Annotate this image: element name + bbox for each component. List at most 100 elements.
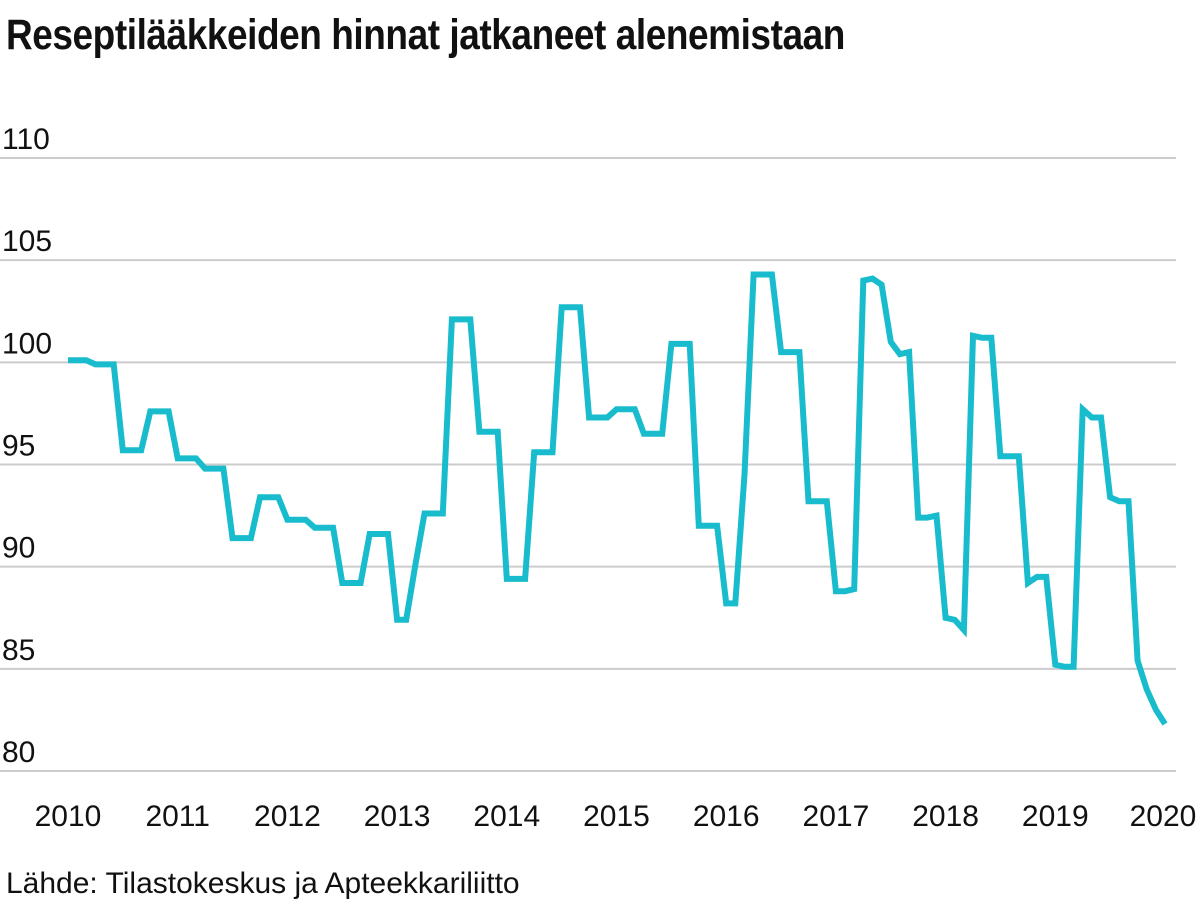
y-tick-label: 110 bbox=[2, 123, 50, 156]
data-point bbox=[220, 466, 226, 472]
series-layer bbox=[65, 271, 1168, 727]
x-tick-label: 2014 bbox=[473, 800, 540, 833]
data-point bbox=[184, 455, 190, 461]
data-point bbox=[559, 304, 565, 310]
x-axis-labels: 2010 2011 2012 2013 2014 2015 2016 2017 2018 2019… bbox=[35, 800, 1197, 833]
data-point bbox=[577, 304, 583, 310]
data-point bbox=[431, 511, 437, 517]
data-point bbox=[650, 431, 656, 437]
data-point bbox=[495, 429, 501, 435]
data-point bbox=[742, 472, 748, 478]
data-point bbox=[513, 576, 519, 582]
data-point bbox=[714, 523, 720, 529]
data-point bbox=[1089, 415, 1095, 421]
data-point bbox=[275, 494, 281, 500]
data-point bbox=[358, 580, 364, 586]
data-point bbox=[303, 517, 309, 523]
data-point bbox=[705, 523, 711, 529]
data-point bbox=[440, 511, 446, 517]
data-point bbox=[230, 535, 236, 541]
data-point bbox=[294, 517, 300, 523]
data-point bbox=[202, 466, 208, 472]
data-point bbox=[568, 304, 574, 310]
data-point bbox=[120, 447, 126, 453]
data-point bbox=[102, 361, 108, 367]
data-point bbox=[851, 586, 857, 592]
data-point bbox=[92, 361, 98, 367]
data-point bbox=[687, 341, 693, 347]
data-point bbox=[970, 333, 976, 339]
data-point bbox=[787, 349, 793, 355]
chart-title: Reseptilääkkeiden hinnat jatkaneet alene… bbox=[6, 11, 845, 59]
data-point bbox=[1043, 574, 1049, 580]
data-point bbox=[412, 562, 418, 568]
x-tick-label: 2019 bbox=[1022, 800, 1089, 833]
data-point bbox=[138, 447, 144, 453]
data-point bbox=[1144, 686, 1150, 692]
data-point bbox=[367, 531, 373, 537]
data-point bbox=[467, 316, 473, 322]
data-point bbox=[321, 525, 327, 531]
data-point bbox=[806, 498, 812, 504]
data-point bbox=[1016, 453, 1022, 459]
data-point bbox=[632, 406, 638, 412]
data-point bbox=[595, 415, 601, 421]
data-point bbox=[266, 494, 272, 500]
data-point bbox=[330, 525, 336, 531]
data-point bbox=[833, 588, 839, 594]
data-point bbox=[522, 576, 528, 582]
data-point bbox=[540, 449, 546, 455]
data-point bbox=[312, 525, 318, 531]
data-point bbox=[604, 415, 610, 421]
data-point bbox=[504, 576, 510, 582]
data-point bbox=[897, 351, 903, 357]
data-point bbox=[1025, 580, 1031, 586]
data-point bbox=[458, 316, 464, 322]
data-point bbox=[614, 406, 620, 412]
data-point bbox=[678, 341, 684, 347]
x-tick-label: 2015 bbox=[583, 800, 650, 833]
data-point bbox=[1098, 415, 1104, 421]
data-point bbox=[732, 600, 738, 606]
data-point bbox=[751, 272, 757, 278]
x-tick-label: 2018 bbox=[912, 800, 979, 833]
data-point bbox=[348, 580, 354, 586]
data-point bbox=[723, 600, 729, 606]
y-tick-label: 95 bbox=[2, 430, 35, 463]
data-point bbox=[988, 335, 994, 341]
y-tick-label: 105 bbox=[2, 225, 52, 258]
series-line-0 bbox=[68, 271, 1168, 726]
data-point bbox=[1007, 453, 1013, 459]
data-point bbox=[815, 498, 821, 504]
data-point bbox=[111, 361, 117, 367]
data-point bbox=[842, 588, 848, 594]
data-point bbox=[623, 406, 629, 412]
data-point bbox=[934, 513, 940, 519]
data-point bbox=[586, 415, 592, 421]
y-tick-label: 90 bbox=[2, 532, 35, 565]
data-point bbox=[257, 494, 263, 500]
data-point bbox=[1107, 494, 1113, 500]
data-point bbox=[284, 517, 290, 523]
data-point bbox=[997, 453, 1003, 459]
data-point bbox=[979, 335, 985, 341]
source-note: Lähde: Tilastokeskus ja Apteekkariliitto bbox=[6, 867, 520, 900]
data-point bbox=[129, 447, 135, 453]
data-point bbox=[193, 455, 199, 461]
data-point bbox=[248, 535, 254, 541]
data-point bbox=[1135, 658, 1141, 664]
data-point bbox=[915, 515, 921, 521]
data-point bbox=[65, 357, 71, 363]
data-point bbox=[778, 349, 784, 355]
y-axis-labels: 110 105 100 95 90 85 80 bbox=[2, 123, 52, 769]
data-point bbox=[385, 531, 391, 537]
data-point bbox=[376, 531, 382, 537]
data-point bbox=[1061, 664, 1067, 670]
data-point bbox=[924, 515, 930, 521]
data-point bbox=[1162, 721, 1168, 727]
x-tick-label: 2013 bbox=[364, 800, 431, 833]
data-point bbox=[449, 316, 455, 322]
data-point bbox=[1116, 498, 1122, 504]
data-point bbox=[1080, 406, 1086, 412]
